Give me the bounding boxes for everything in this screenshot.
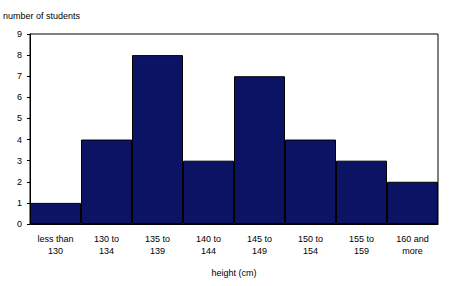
svg-text:3: 3 — [17, 156, 22, 166]
svg-text:1: 1 — [17, 198, 22, 208]
svg-text:8: 8 — [17, 50, 22, 60]
svg-text:2: 2 — [17, 177, 22, 187]
svg-text:145 to: 145 to — [247, 234, 272, 244]
svg-text:more: more — [402, 246, 423, 256]
svg-text:number of students: number of students — [3, 11, 81, 21]
svg-text:6: 6 — [17, 92, 22, 102]
svg-text:160 and: 160 and — [396, 234, 429, 244]
svg-text:0: 0 — [17, 219, 22, 229]
svg-text:150 to: 150 to — [298, 234, 323, 244]
svg-text:159: 159 — [354, 246, 369, 256]
svg-text:4: 4 — [17, 135, 22, 145]
svg-text:140 to: 140 to — [196, 234, 221, 244]
svg-text:155 to: 155 to — [349, 234, 374, 244]
svg-text:149: 149 — [252, 246, 267, 256]
svg-text:139: 139 — [150, 246, 165, 256]
svg-text:7: 7 — [17, 71, 22, 81]
svg-text:130: 130 — [48, 246, 63, 256]
svg-text:9: 9 — [17, 29, 22, 39]
svg-text:5: 5 — [17, 113, 22, 123]
svg-text:130 to: 130 to — [94, 234, 119, 244]
svg-text:135 to: 135 to — [145, 234, 170, 244]
svg-text:144: 144 — [201, 246, 216, 256]
svg-text:134: 134 — [99, 246, 114, 256]
svg-text:height (cm): height (cm) — [211, 268, 256, 278]
svg-text:154: 154 — [303, 246, 318, 256]
svg-text:less than: less than — [37, 234, 73, 244]
